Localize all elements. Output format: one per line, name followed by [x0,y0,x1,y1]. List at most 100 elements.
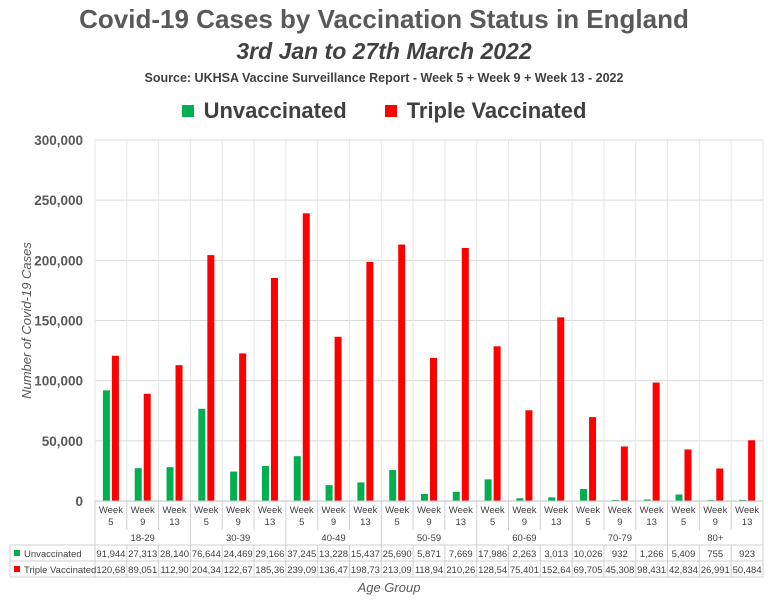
data-label-triple-vaccinated: 120,68 [96,565,125,576]
week-label: Week [322,505,346,516]
y-tick-label: 100,000 [34,374,83,389]
week-number-label: 13 [551,517,562,528]
week-number-label: 13 [360,517,371,528]
age-group-label: 40-49 [321,533,345,544]
y-tick-label: 200,000 [34,253,83,268]
bar-triple-vaccinated [302,213,310,501]
week-number-label: 9 [426,517,431,528]
bar-triple-vaccinated [430,357,437,501]
bar-triple-vaccinated [398,244,406,501]
bar-unvaccinated [102,390,110,501]
data-label-triple-vaccinated: 204,34 [192,565,221,576]
data-label-triple-vaccinated: 198,73 [351,565,380,576]
data-label-unvaccinated: 2,263 [513,549,537,560]
legend-swatch-unvaccinated [181,105,194,117]
bar-unvaccinated [675,494,683,501]
week-number-label: 5 [490,517,495,528]
week-label: Week [608,505,632,516]
data-label-unvaccinated: 10,026 [574,549,603,560]
legend-item-unvaccinated: Unvaccinated [181,98,347,124]
bar-unvaccinated [293,456,301,501]
bar-unvaccinated [325,485,333,501]
y-tick-label: 0 [75,494,83,509]
week-number-label: 5 [395,517,400,528]
data-label-unvaccinated: 755 [707,549,723,560]
y-tick-label: 250,000 [34,193,83,208]
bar-triple-vaccinated [207,255,215,501]
week-number-label: 13 [456,517,467,528]
week-label: Week [290,505,314,516]
week-number-label: 5 [108,517,113,528]
data-label-unvaccinated: 15,437 [351,549,380,560]
legend-item-triple-vaccinated: Triple Vaccinated [384,98,587,124]
bar-triple-vaccinated [748,440,756,501]
data-label-unvaccinated: 5,871 [417,549,441,560]
week-number-label: 9 [617,517,622,528]
week-label: Week [353,505,377,516]
data-label-unvaccinated: 25,690 [383,549,412,560]
bar-unvaccinated [548,497,556,501]
bar-triple-vaccinated [557,317,565,501]
chart-title: Covid-19 Cases by Vaccination Status in … [79,4,689,34]
data-label-triple-vaccinated: 185,36 [255,565,284,576]
legend-label-triple-vaccinated: Triple Vaccinated [406,98,587,123]
bar-triple-vaccinated [525,410,533,501]
data-label-triple-vaccinated: 98,431 [637,565,666,576]
bar-triple-vaccinated [652,382,660,501]
week-label: Week [226,505,250,516]
week-label: Week [735,505,759,516]
data-label-unvaccinated: 27,313 [128,549,157,560]
data-label-unvaccinated: 7,669 [449,549,473,560]
week-number-label: 13 [742,517,753,528]
data-label-triple-vaccinated: 89,051 [128,565,157,576]
data-label-triple-vaccinated: 118,94 [415,565,443,576]
bar-unvaccinated [611,499,619,501]
data-label-unvaccinated: 24,469 [224,549,253,560]
data-label-triple-vaccinated: 112,90 [160,565,188,576]
data-label-triple-vaccinated: 136,47 [319,565,348,576]
week-label: Week [481,505,505,516]
week-label: Week [640,505,664,516]
week-label: Week [576,505,600,516]
week-number-label: 13 [646,517,657,528]
week-label: Week [162,505,186,516]
bar-unvaccinated [421,493,428,501]
data-label-triple-vaccinated: 45,308 [605,565,634,576]
bar-triple-vaccinated [620,446,628,501]
data-label-triple-vaccinated: 75,401 [510,565,539,576]
bar-triple-vaccinated [589,417,597,501]
data-label-triple-vaccinated: 239,09 [287,565,316,576]
bar-triple-vaccinated [270,277,278,501]
data-label-triple-vaccinated: 210,26 [446,565,475,576]
age-group-label: 30-39 [226,533,250,544]
data-label-triple-vaccinated: 42,834 [669,565,698,576]
table-row-label-triple-vaccinated: Triple Vaccinated [24,565,96,576]
week-number-label: 13 [169,517,180,528]
data-label-unvaccinated: 932 [612,549,628,560]
y-tick-label: 300,000 [34,133,83,148]
bar-triple-vaccinated [143,393,151,501]
week-number-label: 9 [235,517,240,528]
data-label-unvaccinated: 17,986 [478,549,507,560]
age-group-label: 18-29 [131,533,155,544]
data-label-unvaccinated: 13,228 [319,549,348,560]
bar-triple-vaccinated [239,353,247,501]
legend-label-unvaccinated: Unvaccinated [203,98,347,123]
bar-unvaccinated [230,471,238,501]
bar-unvaccinated [452,491,460,501]
week-number-label: 9 [522,517,527,528]
bar-unvaccinated [357,482,365,501]
age-group-label: 50-59 [417,533,441,544]
data-label-unvaccinated: 923 [739,549,755,560]
data-label-triple-vaccinated: 128,54 [478,565,507,576]
data-label-unvaccinated: 28,140 [160,549,189,560]
data-label-triple-vaccinated: 69,705 [574,565,603,576]
bar-unvaccinated [580,488,588,501]
week-number-label: 5 [299,517,304,528]
bar-triple-vaccinated [684,449,692,501]
data-label-unvaccinated: 1,266 [640,549,664,560]
week-label: Week [671,505,695,516]
week-label: Week [417,505,441,516]
y-axis-title: Number of Covid-19 Cases [19,242,34,399]
